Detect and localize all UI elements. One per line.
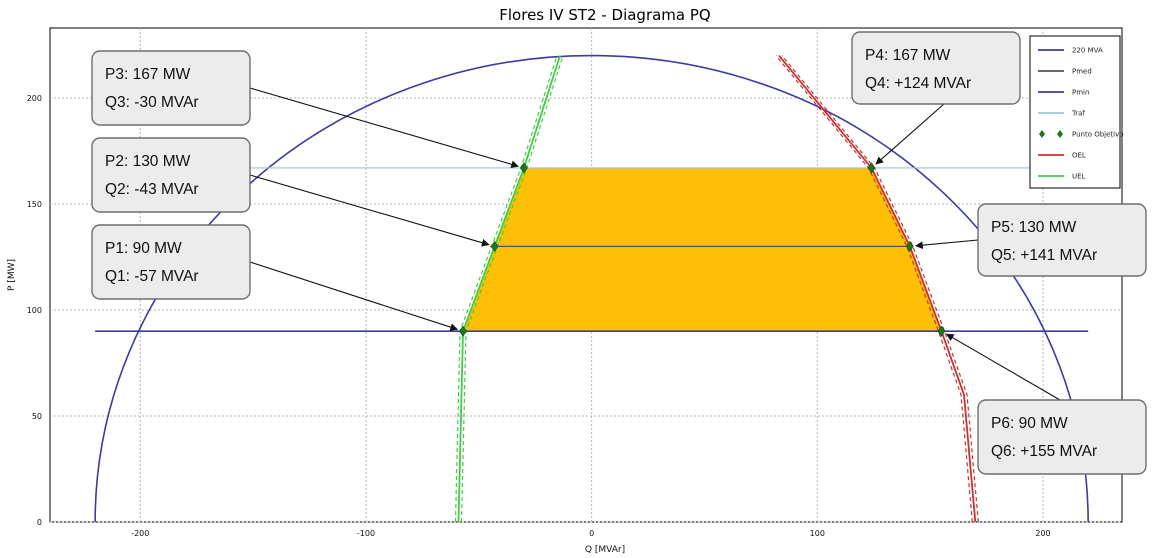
target-point-p4 bbox=[867, 162, 876, 174]
callout-line1-p3: P3: 167 MW bbox=[105, 66, 191, 83]
y-tick-label: 50 bbox=[32, 412, 42, 421]
oel-limit-band bbox=[781, 55, 979, 523]
legend-marker-punto-objetivo bbox=[1039, 130, 1045, 138]
callout-line2-p6: Q6: +155 MVAr bbox=[991, 443, 1097, 460]
target-point-p5 bbox=[905, 240, 914, 252]
callout-arrow-p1 bbox=[249, 261, 459, 331]
legend-label: Pmed bbox=[1072, 68, 1092, 76]
x-axis-label: Q [MVAr] bbox=[585, 545, 625, 555]
callout-line1-p5: P5: 130 MW bbox=[991, 219, 1077, 236]
y-tick-label: 150 bbox=[27, 200, 42, 209]
callout-arrows bbox=[249, 87, 1061, 401]
legend-label: UEL bbox=[1072, 173, 1086, 181]
target-point-p1 bbox=[459, 325, 467, 337]
y-tick-label: 100 bbox=[27, 306, 42, 315]
operating-region-layer bbox=[463, 167, 942, 332]
chart-title: Flores IV ST2 - Diagrama PQ bbox=[499, 6, 710, 24]
legend: 220 MVA Pmed Pmin Traf Punto Objetivo OEL UEL bbox=[1029, 35, 1124, 189]
legend-label: OEL bbox=[1072, 152, 1086, 160]
legend-label: Punto Objetivo bbox=[1072, 131, 1124, 139]
callout-line2-p1: Q1: -57 MVAr bbox=[105, 268, 199, 285]
callout-line1-p6: P6: 90 MW bbox=[991, 415, 1068, 432]
callout-box-p2 bbox=[91, 137, 251, 213]
x-tick-label: 200 bbox=[1035, 529, 1050, 538]
x-tick-label: 100 bbox=[810, 529, 825, 538]
legend-label: Pmin bbox=[1072, 89, 1089, 97]
callout-p3: P3: 167 MW Q3: -30 MVAr bbox=[91, 50, 251, 126]
target-points bbox=[459, 162, 946, 337]
callout-arrow-p4 bbox=[875, 103, 945, 165]
x-tick-label: -100 bbox=[357, 529, 375, 538]
x-tick-label: -200 bbox=[131, 529, 149, 538]
callout-p6: P6: 90 MW Q6: +155 MVAr bbox=[977, 399, 1147, 475]
target-point-p2 bbox=[490, 240, 499, 252]
legend-label: Traf bbox=[1071, 110, 1085, 118]
axis-ticks: -200 -100 0 100 200 0 50 100 150 200 bbox=[27, 94, 1051, 538]
legend-label: 220 MVA bbox=[1072, 47, 1103, 55]
callout-line1-p1: P1: 90 MW bbox=[105, 240, 182, 257]
callout-box-p1 bbox=[91, 224, 251, 300]
oel-limit-band bbox=[775, 55, 973, 523]
callout-box-p3 bbox=[91, 50, 251, 126]
callout-box-p4 bbox=[851, 31, 1021, 105]
callout-p4: P4: 167 MW Q4: +124 MVAr bbox=[851, 31, 1021, 105]
callout-p2: P2: 130 MW Q2: -43 MVAr bbox=[91, 137, 251, 213]
callout-arrow-p3 bbox=[249, 87, 519, 169]
callout-line2-p5: Q5: +141 MVAr bbox=[991, 247, 1097, 264]
callout-line1-p4: P4: 167 MW bbox=[865, 47, 951, 64]
callout-p5: P5: 130 MW Q5: +141 MVAr bbox=[977, 203, 1147, 277]
oel-line bbox=[778, 54, 977, 523]
operating-region bbox=[463, 167, 942, 332]
callout-arrow-p6 bbox=[945, 333, 1061, 401]
callout-arrow-p5 bbox=[915, 239, 979, 250]
x-tick-label: 0 bbox=[589, 529, 594, 538]
callouts: P3: 167 MW Q3: -30 MVAr P2: 130 MW Q2: -43 … bbox=[91, 31, 1147, 475]
callout-box-p5 bbox=[977, 203, 1147, 277]
callout-line1-p2: P2: 130 MW bbox=[105, 153, 191, 170]
callout-line2-p4: Q4: +124 MVAr bbox=[865, 75, 971, 92]
callout-box-p6 bbox=[977, 399, 1147, 475]
y-tick-label: 200 bbox=[27, 94, 42, 103]
callout-p1: P1: 90 MW Q1: -57 MVAr bbox=[91, 224, 251, 300]
legend-box bbox=[1029, 35, 1121, 189]
callout-line2-p3: Q3: -30 MVAr bbox=[105, 94, 199, 111]
target-point-p3 bbox=[520, 162, 528, 174]
callout-arrow-p2 bbox=[249, 174, 490, 247]
target-point-p6 bbox=[937, 325, 946, 337]
y-axis-label: P [MW] bbox=[7, 259, 17, 291]
callout-line2-p2: Q2: -43 MVAr bbox=[105, 181, 199, 198]
y-tick-label: 0 bbox=[37, 518, 42, 527]
legend-marker-punto-objetivo bbox=[1057, 130, 1063, 138]
